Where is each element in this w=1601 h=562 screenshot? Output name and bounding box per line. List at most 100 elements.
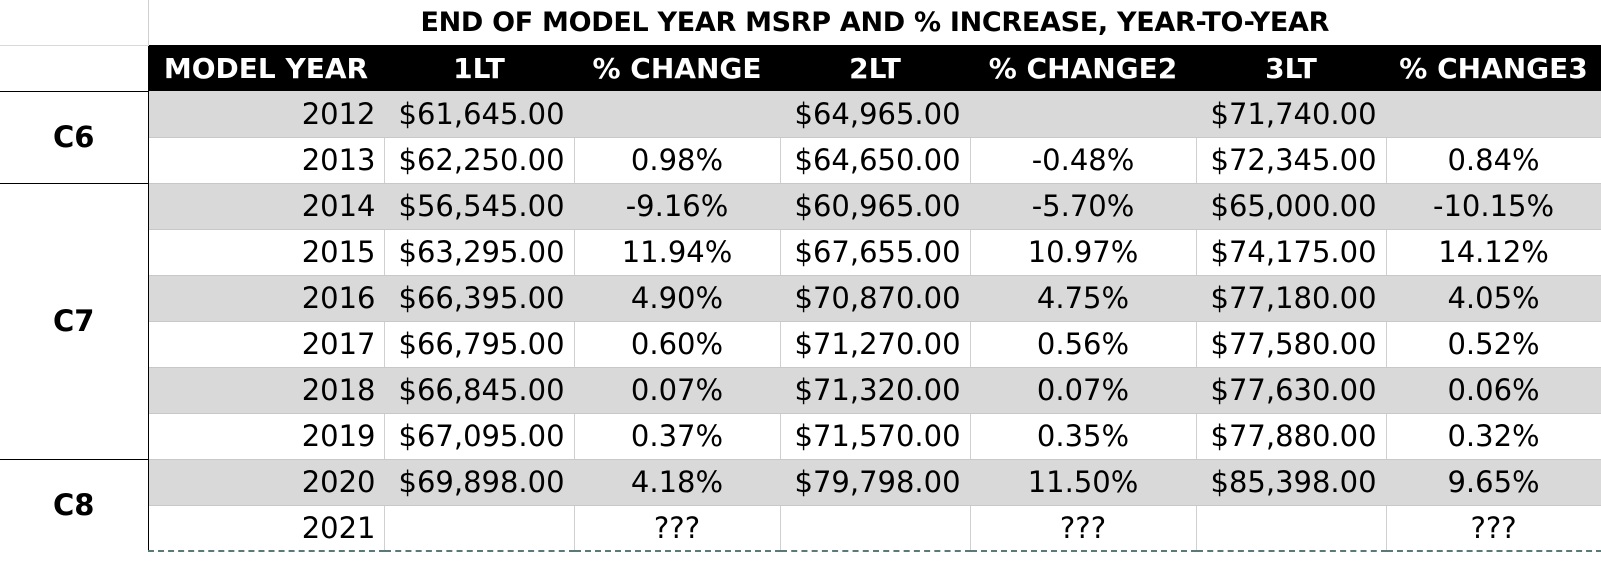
- header-1lt[interactable]: 1LT: [384, 45, 574, 91]
- msrp-2lt-cell[interactable]: $64,965.00: [780, 91, 971, 138]
- msrp-1lt-cell[interactable]: $61,645.00: [384, 91, 575, 138]
- table-row: 2018 $66,845.00 0.07% $71,320.00 0.07% $77,63…: [0, 367, 1601, 414]
- percent-change-3-cell[interactable]: 14.12%: [1386, 229, 1601, 276]
- msrp-1lt-cell[interactable]: $66,795.00: [384, 321, 575, 368]
- msrp-1lt-cell[interactable]: [384, 505, 575, 552]
- model-year-cell[interactable]: 2015: [148, 229, 385, 276]
- msrp-3lt-cell[interactable]: $85,398.00: [1196, 459, 1387, 506]
- percent-change-3-cell[interactable]: 0.32%: [1386, 413, 1601, 460]
- currency-symbol: $: [794, 235, 813, 269]
- msrp-amount: 71,570.00: [812, 419, 961, 453]
- percent-change-1-cell[interactable]: -9.16%: [574, 183, 781, 230]
- msrp-2lt-cell[interactable]: $67,655.00: [780, 229, 971, 276]
- percent-change-3-cell[interactable]: 0.52%: [1386, 321, 1601, 368]
- model-year-cell[interactable]: 2017: [148, 321, 385, 368]
- percent-change-2-cell[interactable]: -0.48%: [970, 137, 1197, 184]
- percent-change-3-cell[interactable]: 0.84%: [1386, 137, 1601, 184]
- model-year-cell[interactable]: 2013: [148, 137, 385, 184]
- generation-label[interactable]: C6: [0, 90, 149, 183]
- currency-symbol: $: [794, 143, 813, 177]
- msrp-2lt-cell[interactable]: $71,320.00: [780, 367, 971, 414]
- msrp-3lt-cell[interactable]: $74,175.00: [1196, 229, 1387, 276]
- model-year-cell[interactable]: 2019: [148, 413, 385, 460]
- header-percent-change-1[interactable]: % CHANGE: [574, 45, 780, 91]
- percent-change-1-cell[interactable]: 0.60%: [574, 321, 781, 368]
- percent-change-2-cell[interactable]: 0.07%: [970, 367, 1197, 414]
- percent-change-3-cell[interactable]: 4.05%: [1386, 275, 1601, 322]
- msrp-amount: 60,965.00: [812, 189, 961, 223]
- currency-symbol: $: [794, 327, 813, 361]
- header-2lt[interactable]: 2LT: [780, 45, 970, 91]
- header-3lt[interactable]: 3LT: [1196, 45, 1386, 91]
- msrp-2lt-cell[interactable]: $79,798.00: [780, 459, 971, 506]
- header-row: MODEL YEAR 1LT % CHANGE 2LT % CHANGE2 3L…: [0, 45, 1601, 91]
- percent-change-1-cell[interactable]: 0.37%: [574, 413, 781, 460]
- msrp-1lt-cell[interactable]: $66,395.00: [384, 275, 575, 322]
- msrp-1lt-cell[interactable]: $67,095.00: [384, 413, 575, 460]
- percent-change-2-cell[interactable]: 4.75%: [970, 275, 1197, 322]
- percent-change-3-cell[interactable]: ???: [1386, 505, 1601, 552]
- percent-change-2-cell[interactable]: 0.35%: [970, 413, 1197, 460]
- model-year-cell[interactable]: 2014: [148, 183, 385, 230]
- percent-change-1-cell[interactable]: ???: [574, 505, 781, 552]
- percent-change-1-cell[interactable]: [574, 91, 781, 138]
- percent-change-3-cell[interactable]: -10.15%: [1386, 183, 1601, 230]
- msrp-1lt-cell[interactable]: $56,545.00: [384, 183, 575, 230]
- msrp-1lt-cell[interactable]: $66,845.00: [384, 367, 575, 414]
- percent-change-3-cell[interactable]: 0.06%: [1386, 367, 1601, 414]
- msrp-2lt-cell[interactable]: $70,870.00: [780, 275, 971, 322]
- currency-symbol: $: [398, 235, 417, 269]
- currency-symbol: $: [794, 189, 813, 223]
- model-year-cell[interactable]: 2021: [148, 505, 385, 552]
- model-year-cell[interactable]: 2018: [148, 367, 385, 414]
- msrp-2lt-cell[interactable]: $60,965.00: [780, 183, 971, 230]
- msrp-2lt-cell[interactable]: $71,270.00: [780, 321, 971, 368]
- table-title[interactable]: END OF MODEL YEAR MSRP AND % INCREASE, Y…: [147, 0, 1601, 45]
- msrp-2lt-cell[interactable]: [780, 505, 971, 552]
- generation-label[interactable]: C7: [0, 182, 149, 459]
- msrp-1lt-cell[interactable]: $62,250.00: [384, 137, 575, 184]
- msrp-3lt-cell[interactable]: $77,630.00: [1196, 367, 1387, 414]
- table-row: 2013 $62,250.00 0.98% $64,650.00 -0.48% $72,3…: [0, 137, 1601, 184]
- msrp-2lt-cell[interactable]: $71,570.00: [780, 413, 971, 460]
- percent-change-3-cell[interactable]: 9.65%: [1386, 459, 1601, 506]
- msrp-3lt-cell[interactable]: [1196, 505, 1387, 552]
- model-year-cell[interactable]: 2020: [148, 459, 385, 506]
- msrp-1lt-cell[interactable]: $63,295.00: [384, 229, 575, 276]
- model-year-cell[interactable]: 2016: [148, 275, 385, 322]
- percent-change-1-cell[interactable]: 4.90%: [574, 275, 781, 322]
- msrp-amount: 66,845.00: [416, 373, 565, 407]
- msrp-3lt-cell[interactable]: $77,880.00: [1196, 413, 1387, 460]
- generation-label[interactable]: C8: [0, 458, 149, 551]
- percent-change-2-cell[interactable]: -5.70%: [970, 183, 1197, 230]
- msrp-amount: 71,740.00: [1228, 96, 1377, 131]
- percent-change-1-cell[interactable]: 0.98%: [574, 137, 781, 184]
- percent-change-3-cell[interactable]: [1386, 91, 1601, 138]
- currency-symbol: $: [1210, 373, 1229, 407]
- msrp-3lt-cell[interactable]: $65,000.00: [1196, 183, 1387, 230]
- msrp-3lt-cell[interactable]: $71,740.00: [1196, 91, 1387, 138]
- header-model-year[interactable]: MODEL YEAR: [148, 45, 384, 91]
- header-percent-change-3[interactable]: % CHANGE3: [1386, 45, 1601, 91]
- model-year-cell[interactable]: 2012: [148, 91, 385, 138]
- msrp-3lt-cell[interactable]: $77,180.00: [1196, 275, 1387, 322]
- percent-change-2-cell[interactable]: 11.50%: [970, 459, 1197, 506]
- msrp-3lt-cell[interactable]: $77,580.00: [1196, 321, 1387, 368]
- empty-corner-cell[interactable]: [0, 0, 148, 46]
- percent-change-2-cell[interactable]: ???: [970, 505, 1197, 552]
- percent-change-1-cell[interactable]: 11.94%: [574, 229, 781, 276]
- empty-header-cell[interactable]: [0, 45, 148, 91]
- msrp-2lt-cell[interactable]: $64,650.00: [780, 137, 971, 184]
- percent-change-2-cell[interactable]: 10.97%: [970, 229, 1197, 276]
- table-row: 2021?????????: [0, 505, 1601, 552]
- percent-change-2-cell[interactable]: [970, 91, 1197, 138]
- currency-symbol: $: [1210, 419, 1229, 453]
- percent-change-1-cell[interactable]: 0.07%: [574, 367, 781, 414]
- header-percent-change-2[interactable]: % CHANGE2: [970, 45, 1196, 91]
- msrp-3lt-cell[interactable]: $72,345.00: [1196, 137, 1387, 184]
- currency-symbol: $: [1210, 96, 1229, 131]
- percent-change-2-cell[interactable]: 0.56%: [970, 321, 1197, 368]
- percent-change-1-cell[interactable]: 4.18%: [574, 459, 781, 506]
- msrp-1lt-cell[interactable]: $69,898.00: [384, 459, 575, 506]
